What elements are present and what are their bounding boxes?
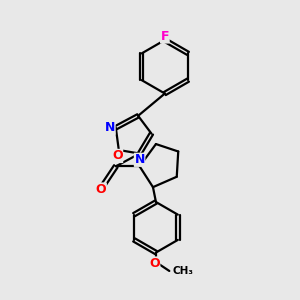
Text: CH₃: CH₃ xyxy=(172,266,193,276)
Text: F: F xyxy=(160,30,169,43)
Text: N: N xyxy=(105,121,115,134)
Text: O: O xyxy=(96,183,106,196)
Text: N: N xyxy=(134,153,145,166)
Text: O: O xyxy=(149,257,160,270)
Text: O: O xyxy=(112,149,123,162)
